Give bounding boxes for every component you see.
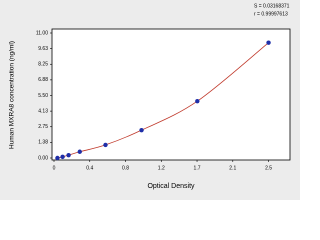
- x-tick-label: 1.2: [158, 165, 165, 171]
- data-point: [60, 154, 65, 160]
- y-tick-label: 0.00: [38, 155, 48, 161]
- y-tick-label: 9.63: [38, 46, 48, 52]
- x-tick-label: 1.7: [194, 165, 201, 171]
- chart: Optical Density Human MXRA8 concentratio…: [0, 0, 300, 200]
- data-point: [266, 40, 271, 45]
- plot-frame: [51, 28, 291, 161]
- y-tick-label: 4.13: [38, 108, 48, 114]
- data-point: [139, 127, 144, 133]
- y-axis-label: Human MXRA8 concentration (ng/ml): [9, 41, 16, 149]
- x-tick-label: 0: [53, 165, 56, 171]
- x-tick-label: 2.5: [265, 165, 272, 171]
- y-tick-label: 8.25: [38, 62, 48, 68]
- y-tick-label: 5.50: [38, 93, 48, 99]
- y-tick-label: 2.75: [38, 124, 48, 130]
- x-axis-label: Optical Density: [147, 183, 195, 190]
- y-tick-label: 6.88: [38, 77, 48, 83]
- y-tick-label: 1.38: [38, 140, 48, 146]
- x-tick-label: 0.4: [86, 165, 93, 171]
- data-point: [77, 149, 82, 154]
- annotation: S = 0.03168371: [254, 3, 290, 9]
- data-point: [103, 142, 108, 148]
- data-point: [55, 155, 60, 161]
- y-tick-label: 11.00: [36, 30, 48, 36]
- data-point: [195, 98, 200, 104]
- x-tick-label: 0.8: [122, 165, 129, 171]
- x-tick-label: 2.1: [229, 165, 236, 171]
- annotation: r = 0.99997613: [254, 11, 288, 17]
- data-point: [66, 152, 71, 158]
